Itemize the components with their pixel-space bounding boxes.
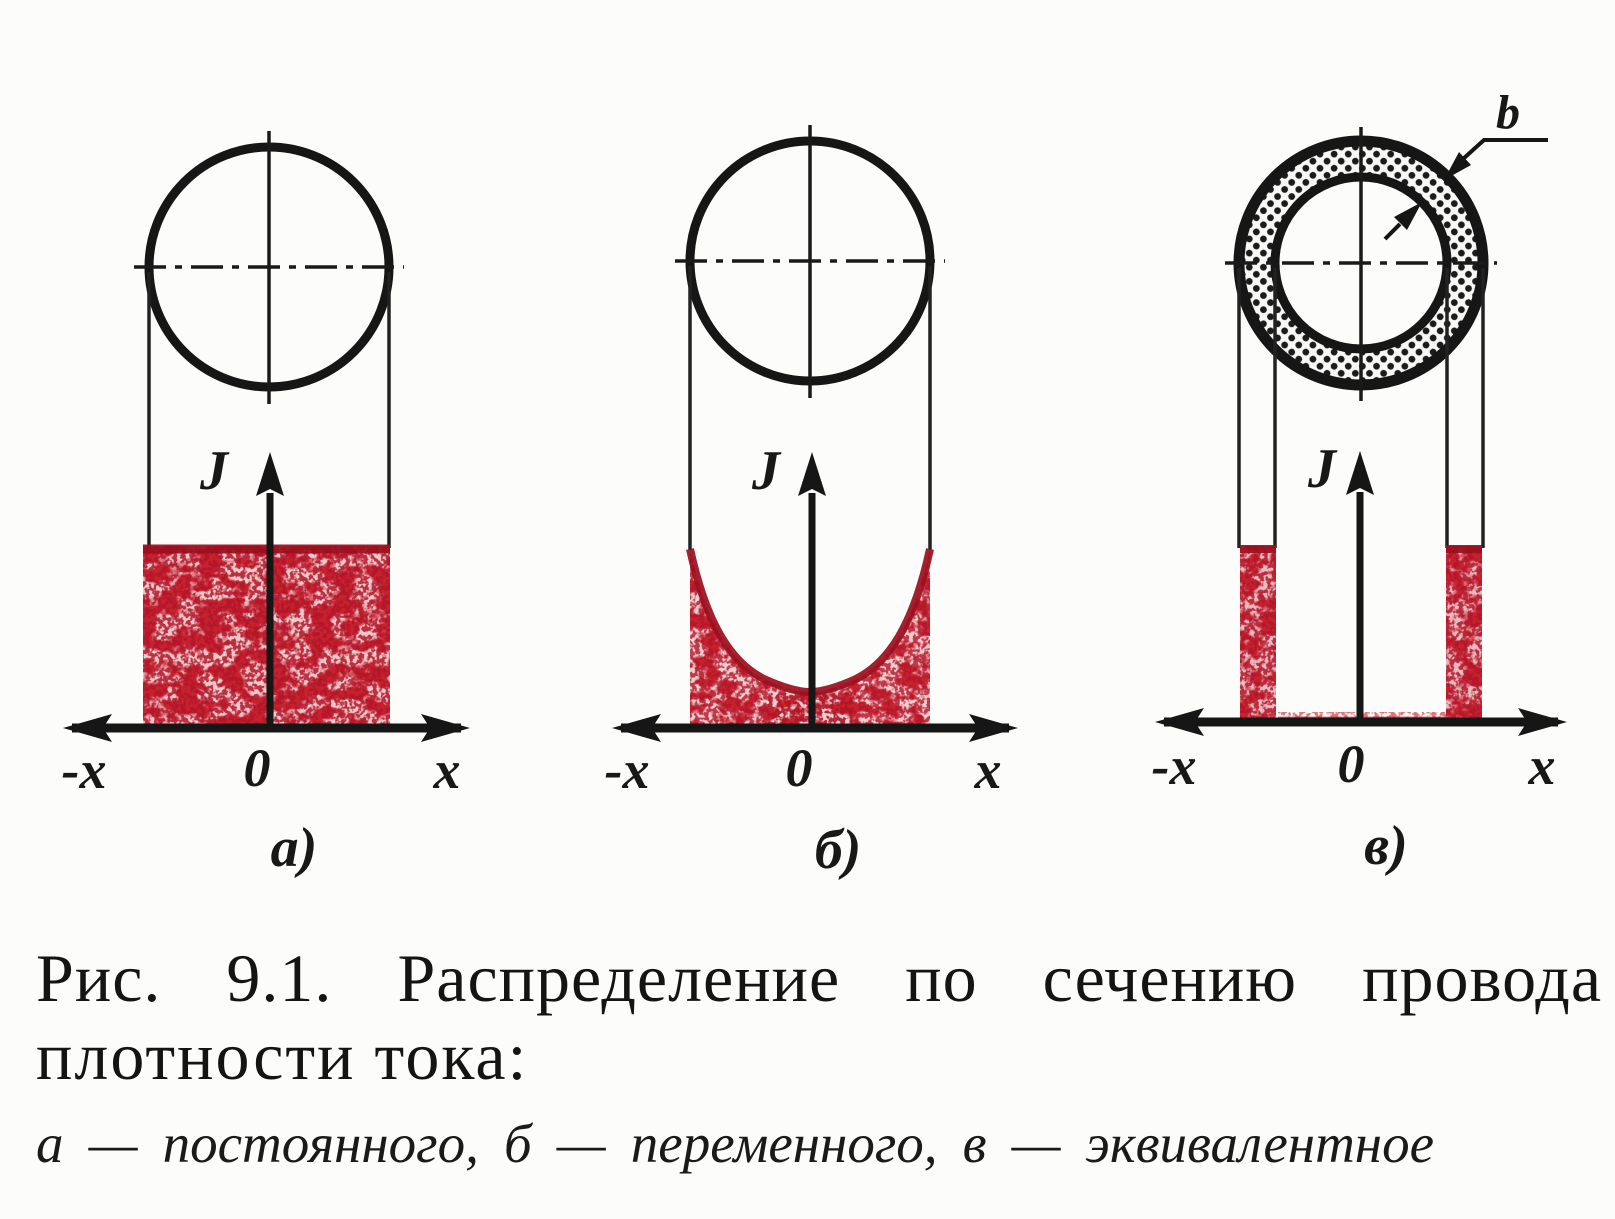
thickness-label: b [1496,86,1520,139]
x-axis-arrow-left-icon [63,714,112,742]
density-speckle-right-fine [1446,546,1482,724]
origin-label: 0 [244,738,271,798]
density-speckle-fine [690,549,930,727]
x-axis-arrow-left-icon [612,714,661,742]
origin-label: 0 [786,738,813,798]
caption-line-1: Рис. 9.1. Распределение по сечению прово… [36,940,1602,1016]
thickness-leader-line [1461,138,1548,161]
j-axis-label: J [199,440,230,502]
j-axis-label: J [1307,438,1338,500]
j-axis-label: J [751,440,782,502]
panel-b: J -x 0 x б) [605,125,1018,881]
x-neg-label: -x [605,740,650,800]
density-speckle-left-fine [1240,546,1276,724]
thickness-dimension: b [1383,86,1548,241]
x-axis-arrow-left-icon [1155,708,1204,736]
thickness-inner-arrow-icon [1394,202,1422,230]
panel-label-a: а) [271,817,318,879]
x-neg-label: -x [62,740,107,800]
panel-label-b: б) [815,819,862,881]
panel-label-v: в) [1364,815,1408,877]
origin-label: 0 [1338,734,1365,794]
figure-caption: Рис. 9.1. Распределение по сечению прово… [36,942,1602,1092]
x-pos-label: x [1528,736,1556,796]
panel-v: b J -x 0 x в) [1152,86,1567,877]
thickness-inner-arrow-tail [1383,222,1402,241]
x-pos-label: x [433,740,461,800]
figure-diagrams: J -x 0 x а) J -x 0 x б) [62,86,1567,881]
figure-legend: а — постоянного, б — переменного, в — эк… [36,1113,1434,1174]
x-axis-arrow-right-icon [1518,708,1567,736]
j-axis-arrow-icon [1346,451,1374,495]
x-pos-label: x [974,740,1002,800]
j-axis-arrow-icon [798,452,826,496]
panel-a: J -x 0 x а) [62,131,470,879]
thickness-outer-arrow-icon [1444,152,1471,180]
x-neg-label: -x [1152,736,1197,796]
x-axis-arrow-right-icon [421,714,470,742]
caption-line-2: плотности тока: [36,1018,529,1095]
x-axis-arrow-right-icon [969,714,1018,742]
j-axis-arrow-icon [256,452,284,496]
current-density-region-surface [1240,545,1482,724]
